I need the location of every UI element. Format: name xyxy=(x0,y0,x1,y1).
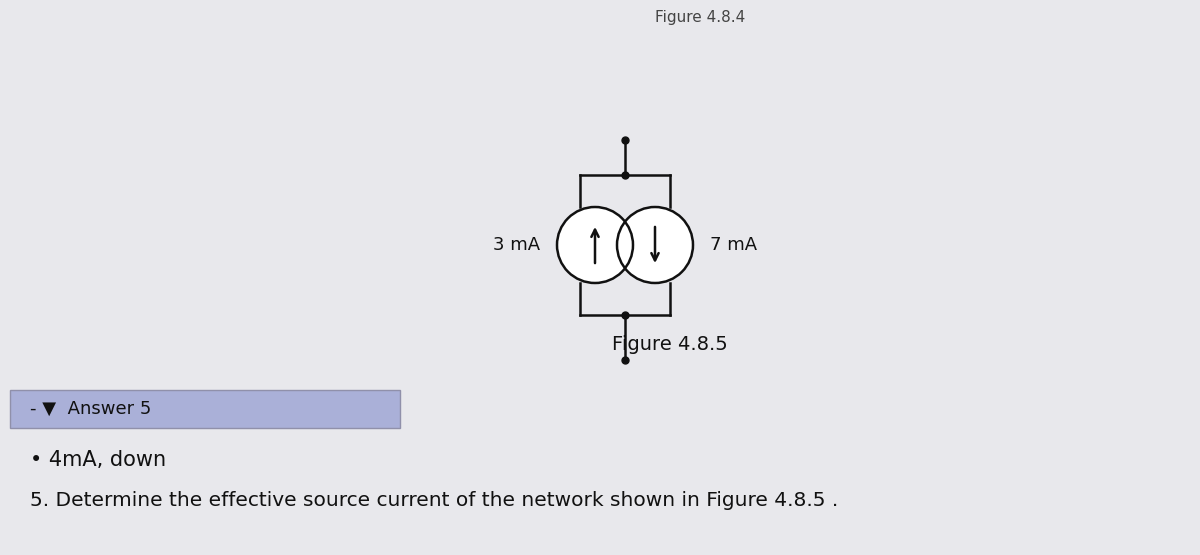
Text: Figure 4.8.4: Figure 4.8.4 xyxy=(655,10,745,25)
Circle shape xyxy=(557,207,634,283)
Text: 7 mA: 7 mA xyxy=(710,236,757,254)
Text: 3 mA: 3 mA xyxy=(493,236,540,254)
Text: Figure 4.8.5: Figure 4.8.5 xyxy=(612,336,728,355)
Text: - ▼  Answer 5: - ▼ Answer 5 xyxy=(30,400,151,418)
Circle shape xyxy=(617,207,694,283)
Text: 5. Determine the effective source current of the network shown in Figure 4.8.5 .: 5. Determine the effective source curren… xyxy=(30,491,839,510)
Text: • 4mA, down: • 4mA, down xyxy=(30,450,166,470)
Bar xyxy=(10,390,400,428)
